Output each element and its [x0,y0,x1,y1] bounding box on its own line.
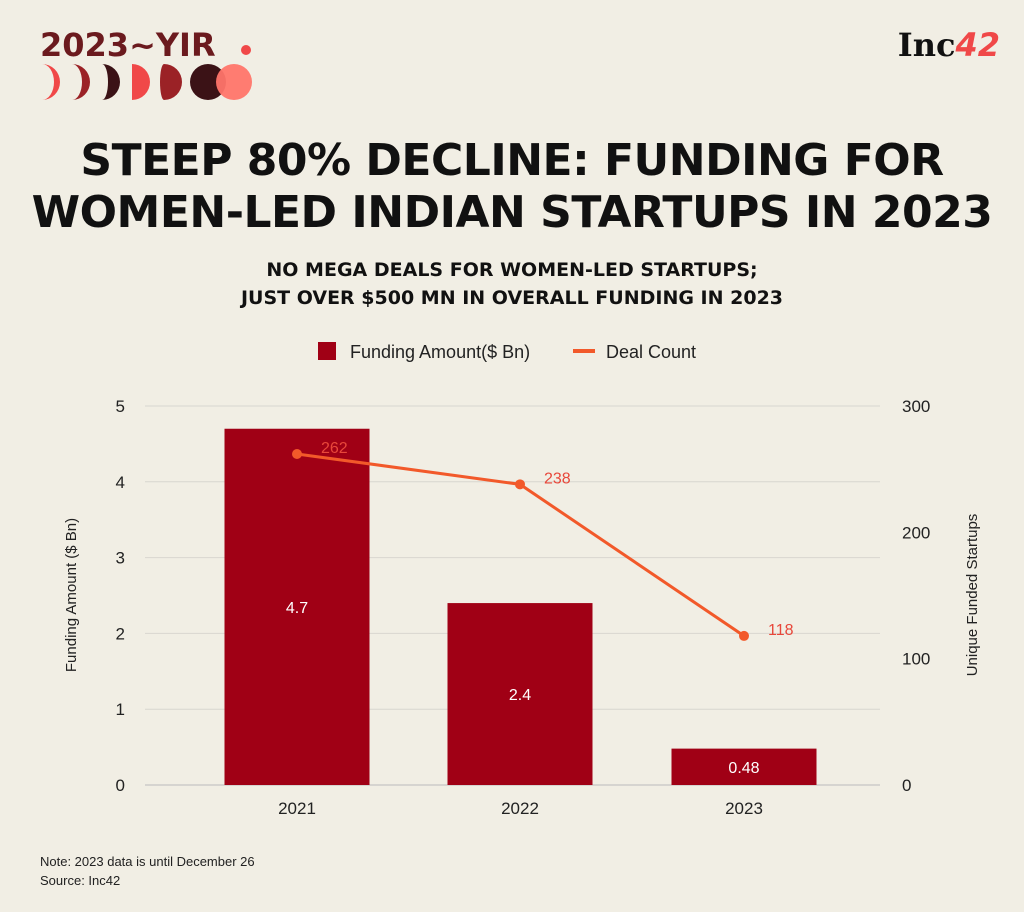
deal-count-point [739,630,749,641]
deal-count-point [292,449,302,460]
deal-count-label: 262 [321,440,348,457]
y-tick-label: 4 [116,473,125,492]
chart-title: STEEP 80% DECLINE: FUNDING FOR WOMEN-LED … [31,135,993,238]
y-tick-label: 1 [116,700,125,719]
y2-axis-title: Unique Funded Startups [964,514,981,677]
inc42-logo: Inc42 [897,26,1000,64]
y2-tick-label: 0 [902,776,911,795]
x-tick-label: 2021 [278,799,316,818]
y-tick-label: 3 [116,549,125,568]
bar-value-label: 4.7 [286,600,308,617]
y-tick-label: 0 [116,776,125,795]
bar-2021 [224,428,370,785]
y-tick-label: 2 [116,624,125,643]
x-tick-label: 2022 [501,799,539,818]
deal-count-label: 238 [544,470,571,487]
deal-count-point [515,479,525,490]
y2-tick-label: 300 [902,397,930,416]
yir-badge: 2023~YIR [40,26,216,64]
bar-2023 [671,748,817,785]
footnote: Note: 2023 data is until December 26 Sour… [40,854,255,888]
bar-2022 [447,603,593,785]
y2-tick-label: 100 [902,650,930,669]
bar-value-label: 0.48 [728,760,759,777]
y-tick-label: 5 [116,397,125,416]
y-axis-title: Funding Amount ($ Bn) [63,518,80,672]
moon-phases-icon [42,45,252,100]
legend-line-label: Deal Count [606,342,696,362]
chart-subtitle: NO MEGA DEALS FOR WOMEN-LED STARTUPS; JUS… [240,259,784,309]
y2-tick-label: 200 [902,523,930,542]
deal-count-label: 118 [768,622,794,639]
legend-bar-swatch [318,342,336,360]
x-tick-label: 2023 [725,799,763,818]
bar-value-label: 2.4 [509,687,531,704]
legend-bar-label: Funding Amount($ Bn) [350,342,530,362]
